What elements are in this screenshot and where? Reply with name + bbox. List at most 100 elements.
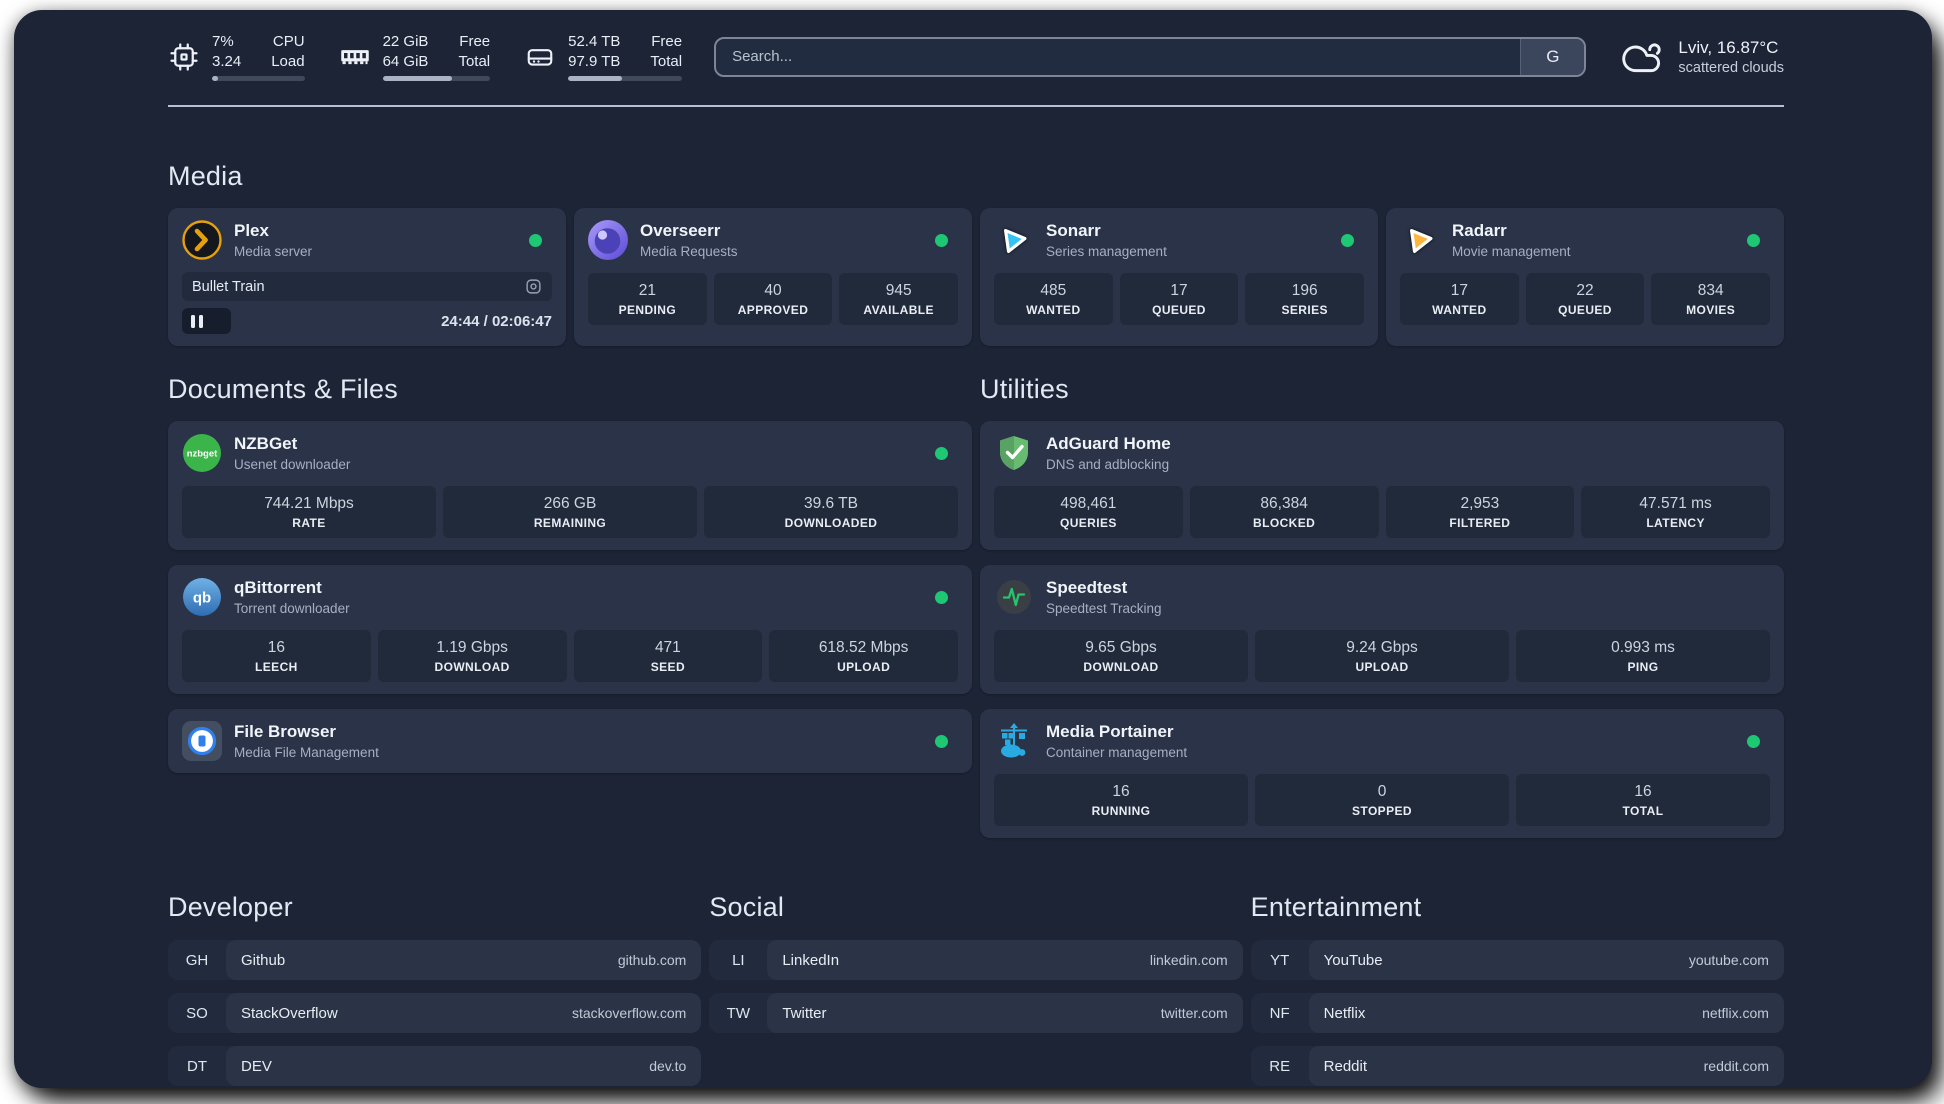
bookmark-abbr: RE [1269,1057,1291,1075]
app-description: Media File Management [234,745,379,760]
qbittorrent-card[interactable]: qb qBittorrent Torrent downloader [168,565,972,694]
memory-total-label: Total [458,52,491,70]
playback-time: 24:44 / 02:06:47 [441,312,552,330]
speedtest-icon [994,577,1034,617]
bookmark-dev[interactable]: DT DEV dev.to [168,1046,702,1086]
bookmark-stackoverflow[interactable]: SO StackOverflow stackoverflow.com [168,993,702,1033]
stat-box: 618.52 Mbps UPLOAD [769,630,958,682]
weather-widget: Lviv, 16.87°C scattered clouds [1618,37,1784,77]
memory-widget: 22 GiB Free 64 GiB Total [339,32,491,81]
bookmark-url: reddit.com [1703,1058,1769,1074]
search-provider-button[interactable]: G [1520,38,1585,75]
memory-total-value: 64 GiB [382,52,429,70]
section-title-media: Media [168,161,243,191]
filebrowser-icon [182,721,222,761]
speedtest-card[interactable]: Speedtest Speedtest Tracking 9.65 Gbps D… [980,565,1784,694]
stat-box: 744.21 Mbps RATE [182,486,436,538]
disk-widget: 52.4 TB Free 97.9 TB Total [524,32,683,81]
app-name: Media Portainer [1046,722,1174,741]
bookmark-name: YouTube [1323,951,1383,969]
pause-icon[interactable] [191,314,203,328]
overseerr-card[interactable]: Overseerr Media Requests 21 PENDING 40 A… [574,208,972,346]
search-bar: G [714,36,1587,77]
plex-icon [182,220,222,260]
app-name: Speedtest [1046,578,1128,597]
portainer-card[interactable]: Media Portainer Container management 16 … [980,709,1784,838]
qbittorrent-icon: qb [182,577,222,617]
bookmark-reddit[interactable]: RE Reddit reddit.com [1250,1046,1784,1086]
search-input[interactable] [716,38,1521,75]
bookmark-abbr: GH [185,951,209,969]
bookmark-url: netflix.com [1702,1005,1769,1021]
cpu-load-value: 3.24 [212,52,242,70]
weather-location-temp: Lviv, 16.87°C [1678,37,1779,57]
sonarr-icon [994,220,1034,260]
nzbget-card[interactable]: nzbget NZBGet Usenet downloader 74 [168,421,972,550]
app-description: Series management [1046,244,1167,259]
section-title-developer: Developer [168,892,293,922]
section-title-social: Social [709,892,785,922]
cpu-widget: 7% CPU 3.24 Load [168,32,305,81]
bookmark-abbr: YT [1270,951,1290,969]
bookmark-netflix[interactable]: NF Netflix netflix.com [1250,993,1784,1033]
system-widgets: 7% CPU 3.24 Load [168,32,683,81]
stat-box: 0 STOPPED [1255,774,1509,826]
sonarr-card[interactable]: Sonarr Series management 485 WANTED 17 Q… [980,208,1378,346]
now-playing: Bullet Train 24:44 / [182,272,552,334]
bookmark-name: StackOverflow [241,1004,338,1022]
now-playing-title: Bullet Train [192,278,265,295]
app-description: Container management [1046,745,1188,760]
disk-progress-track [568,76,683,81]
stat-box: 47.571 ms LATENCY [1581,486,1770,538]
status-dot [1747,233,1760,247]
bookmark-url: dev.to [649,1058,687,1074]
status-dot [935,734,948,748]
stat-box: 17 QUEUED [1119,273,1239,325]
disk-progress-fill [568,76,622,81]
filebrowser-card[interactable]: File Browser Media File Management [168,709,972,773]
cpu-usage-label: CPU [272,33,305,50]
bookmark-linkedin[interactable]: LI LinkedIn linkedin.com [709,940,1243,980]
adguard-card[interactable]: AdGuard Home DNS and adblocking 498,461 … [980,421,1784,550]
status-dot [935,446,948,460]
bookmark-twitter[interactable]: TW Twitter twitter.com [709,993,1243,1033]
bookmark-url: youtube.com [1688,952,1769,968]
stat-box: 40 APPROVED [713,273,833,325]
radarr-card[interactable]: Radarr Movie management 17 WANTED 22 QUE… [1386,208,1784,346]
header-divider [168,105,1784,107]
stat-box: 16 TOTAL [1516,774,1770,826]
bookmark-name: Github [241,951,286,969]
disk-total-label: Total [650,52,683,70]
stat-box: 9.24 Gbps UPLOAD [1255,630,1509,682]
memory-icon [339,41,371,73]
bookmark-name: LinkedIn [782,951,840,969]
memory-free-label: Free [459,33,491,50]
status-dot [1747,734,1760,748]
bookmark-github[interactable]: GH Github github.com [168,940,702,980]
playback-progress-track[interactable] [182,308,431,334]
section-title-documents: Documents & Files [168,374,398,404]
app-description: Torrent downloader [234,601,350,616]
app-name: AdGuard Home [1046,434,1171,453]
status-dot [935,233,948,247]
section-title-entertainment: Entertainment [1250,892,1422,922]
now-playing-view-icon[interactable] [525,278,542,295]
disk-free-value: 52.4 TB [568,33,621,50]
bookmark-abbr: DT [187,1057,207,1075]
cloud-icon [1622,42,1661,72]
stat-box: 196 SERIES [1245,273,1365,325]
app-name: Overseerr [640,221,721,240]
cpu-progress-track [212,76,305,81]
stat-box: 2,953 FILTERED [1385,486,1575,538]
cpu-load-label: Load [271,52,305,70]
weather-condition: scattered clouds [1678,59,1784,76]
cpu-usage-value: 7% [212,33,234,50]
plex-card[interactable]: Plex Media server Bullet Train [168,208,566,346]
memory-progress-track [382,76,491,81]
stat-box: 16 RUNNING [994,774,1248,826]
bookmark-name: Netflix [1323,1004,1366,1022]
stat-box: 0.993 ms PING [1516,630,1770,682]
bookmark-youtube[interactable]: YT YouTube youtube.com [1250,940,1784,980]
stat-box: 21 PENDING [588,273,707,325]
memory-progress-fill [382,76,453,81]
